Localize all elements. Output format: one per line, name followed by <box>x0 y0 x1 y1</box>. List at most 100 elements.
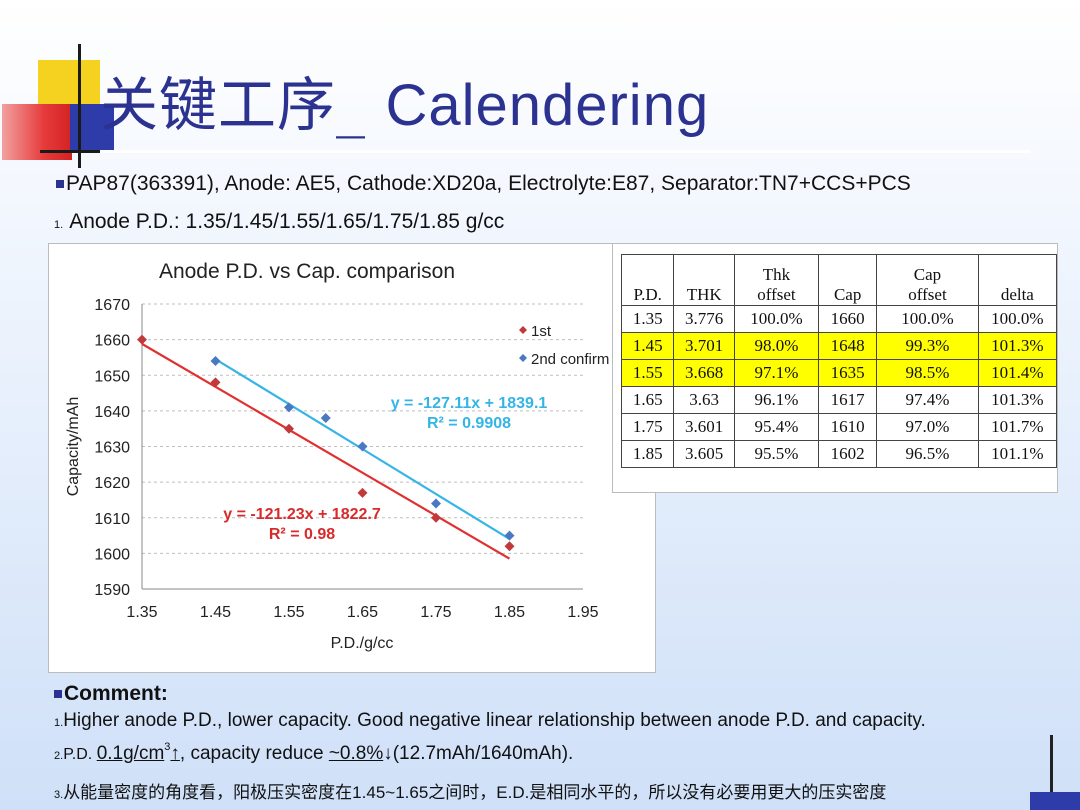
table-cell: 95.4% <box>733 413 819 441</box>
header-bullet: PAP87(363391), Anode: AE5, Cathode:XD20a… <box>56 172 911 196</box>
x-tick-label: 1.85 <box>494 604 525 621</box>
data-point-1st <box>137 334 147 345</box>
r2-1st: R² = 0.98 <box>269 526 335 543</box>
table-cell: 1660 <box>817 305 878 333</box>
table-cell: 98.5% <box>876 359 979 387</box>
table-cell: 97.1% <box>733 359 819 387</box>
table-cell: 1.65 <box>620 386 675 414</box>
scatter-chart: Anode P.D. vs Cap. comparison 1590 1600 161… <box>65 260 609 652</box>
table-cell: 1.35 <box>620 305 675 333</box>
decor-corner-block <box>1030 792 1080 810</box>
x-tick-label: 1.95 <box>567 604 598 621</box>
table-cell: 96.1% <box>733 386 819 414</box>
comment-line-1-number: 1. <box>54 717 64 729</box>
comment-heading-text: Comment: <box>64 682 168 705</box>
slide-title-cn: 关键工序_ <box>100 71 386 139</box>
table-cell: 1617 <box>817 386 878 414</box>
table-cell: 101.3% <box>977 386 1058 414</box>
table-cell: 98.0% <box>733 332 819 360</box>
table-header-cell: Cap offset <box>876 254 979 306</box>
table-cell: 95.5% <box>733 440 819 468</box>
table-header-text: THK <box>686 285 722 304</box>
comment-line-2-mid: , capacity reduce <box>179 743 329 764</box>
chart-title: Anode P.D. vs Cap. comparison <box>159 260 455 283</box>
legend-label: 1st <box>531 323 552 340</box>
item-1: 1. Anode P.D.: 1.35/1.45/1.55/1.65/1.75/1… <box>54 210 504 234</box>
comment-line-1: 1.Higher anode P.D., lower capacity. Goo… <box>54 710 926 732</box>
table-header-cell: Thk offset <box>733 254 819 306</box>
table-cell: 3.701 <box>673 332 735 360</box>
table-header-row: P.D. THK Thk offset Cap Cap offset delta <box>620 254 1058 306</box>
table-cell: 99.3% <box>876 332 979 360</box>
slide-title: 关键工序_ Calendering <box>100 58 709 142</box>
table-header-text: P.D. <box>633 285 662 304</box>
data-table-container: P.D. THK Thk offset Cap Cap offset delta 1.35 3.… <box>612 243 1058 493</box>
y-tick-label: 1630 <box>94 440 130 457</box>
legend-marker <box>519 326 527 334</box>
table-cell: 100.0% <box>876 305 979 333</box>
comment-heading: Comment: <box>54 682 168 706</box>
y-tick-label: 1660 <box>94 333 130 350</box>
table-header-text: Cap <box>833 285 862 304</box>
table-cell: 1.75 <box>620 413 675 441</box>
decor-blue-square <box>70 104 114 150</box>
comment-line-3: 3.从能量密度的角度看，阳极压实密度在1.45~1.65之间时，E.D.是相同水… <box>54 778 886 803</box>
table-header-text: Cap <box>913 265 942 284</box>
table-cell: 3.605 <box>673 440 735 468</box>
table-row: 1.55 3.668 97.1% 1635 98.5% 101.4% <box>620 359 1058 387</box>
comment-line-2-pd: P.D. <box>63 746 97 763</box>
data-point-2nd <box>284 402 294 413</box>
legend-label: 2nd confirm <box>531 351 609 368</box>
y-tick-label: 1640 <box>94 404 130 421</box>
y-tick-label: 1600 <box>94 546 130 563</box>
table-header-text: delta <box>1000 285 1034 304</box>
table-cell: 1610 <box>817 413 878 441</box>
table-header-text: offset <box>757 285 796 304</box>
header-bullet-text: PAP87(363391), Anode: AE5, Cathode:XD20a… <box>66 172 911 195</box>
title-underline <box>40 150 1030 153</box>
decor-horizontal-line <box>40 150 100 153</box>
data-point-2nd <box>504 530 515 541</box>
r2-2nd: R² = 0.9908 <box>427 415 511 432</box>
bullet-square-icon <box>54 690 62 699</box>
table-header-cell: delta <box>977 254 1058 306</box>
data-point-2nd <box>210 356 221 366</box>
x-tick-label: 1.45 <box>200 604 231 621</box>
table-cell: 3.776 <box>673 305 735 333</box>
table-row: 1.35 3.776 100.0% 1660 100.0% 100.0% <box>620 305 1058 333</box>
x-tick-label: 1.65 <box>347 604 378 621</box>
bullet-square-icon <box>56 180 64 189</box>
table-cell: 1648 <box>817 332 878 360</box>
x-axis-label: P.D./g/cc <box>331 635 394 652</box>
item-1-text: Anode P.D.: 1.35/1.45/1.55/1.65/1.75/1.8… <box>69 210 505 233</box>
table-cell: 1.85 <box>620 440 675 468</box>
y-tick-label: 1650 <box>94 368 130 385</box>
table-row: 1.75 3.601 95.4% 1610 97.0% 101.7% <box>620 413 1058 441</box>
comment-line-2-tail: (12.7mAh/1640mAh). <box>392 743 574 764</box>
table-cell: 101.7% <box>977 413 1058 441</box>
x-tick-label: 1.55 <box>273 604 304 621</box>
comment-line-1-text: Higher anode P.D., lower capacity. Good … <box>63 710 926 731</box>
table-cell: 97.0% <box>876 413 979 441</box>
comment-line-2-number: 2. <box>54 750 64 762</box>
trendline-1st <box>141 342 511 560</box>
table-cell: 97.4% <box>876 386 979 414</box>
x-tick-label: 1.35 <box>126 604 157 621</box>
table-cell: 1.45 <box>620 332 675 360</box>
table-cell: 1635 <box>817 359 878 387</box>
table-header-cell: Cap <box>817 254 878 306</box>
table-cell: 96.5% <box>876 440 979 468</box>
y-tick-label: 1590 <box>94 582 130 599</box>
slide-title-en: Calendering <box>385 73 710 138</box>
table-header-text: offset <box>908 285 947 304</box>
comment-line-3-number: 3. <box>54 789 64 801</box>
table-header-cell: THK <box>673 254 735 306</box>
comment-line-2-amount: 0.1g/cm <box>96 743 165 764</box>
data-point-2nd <box>431 498 441 509</box>
table-cell: 101.4% <box>977 359 1058 387</box>
comment-line-2-sup: 3 <box>164 741 171 753</box>
table-cell: 100.0% <box>977 305 1058 333</box>
comment-line-2-pct: ~0.8% <box>328 743 384 764</box>
y-tick-label: 1620 <box>94 475 130 492</box>
equation-2nd: y = -127.11x + 1839.1 <box>391 395 548 412</box>
